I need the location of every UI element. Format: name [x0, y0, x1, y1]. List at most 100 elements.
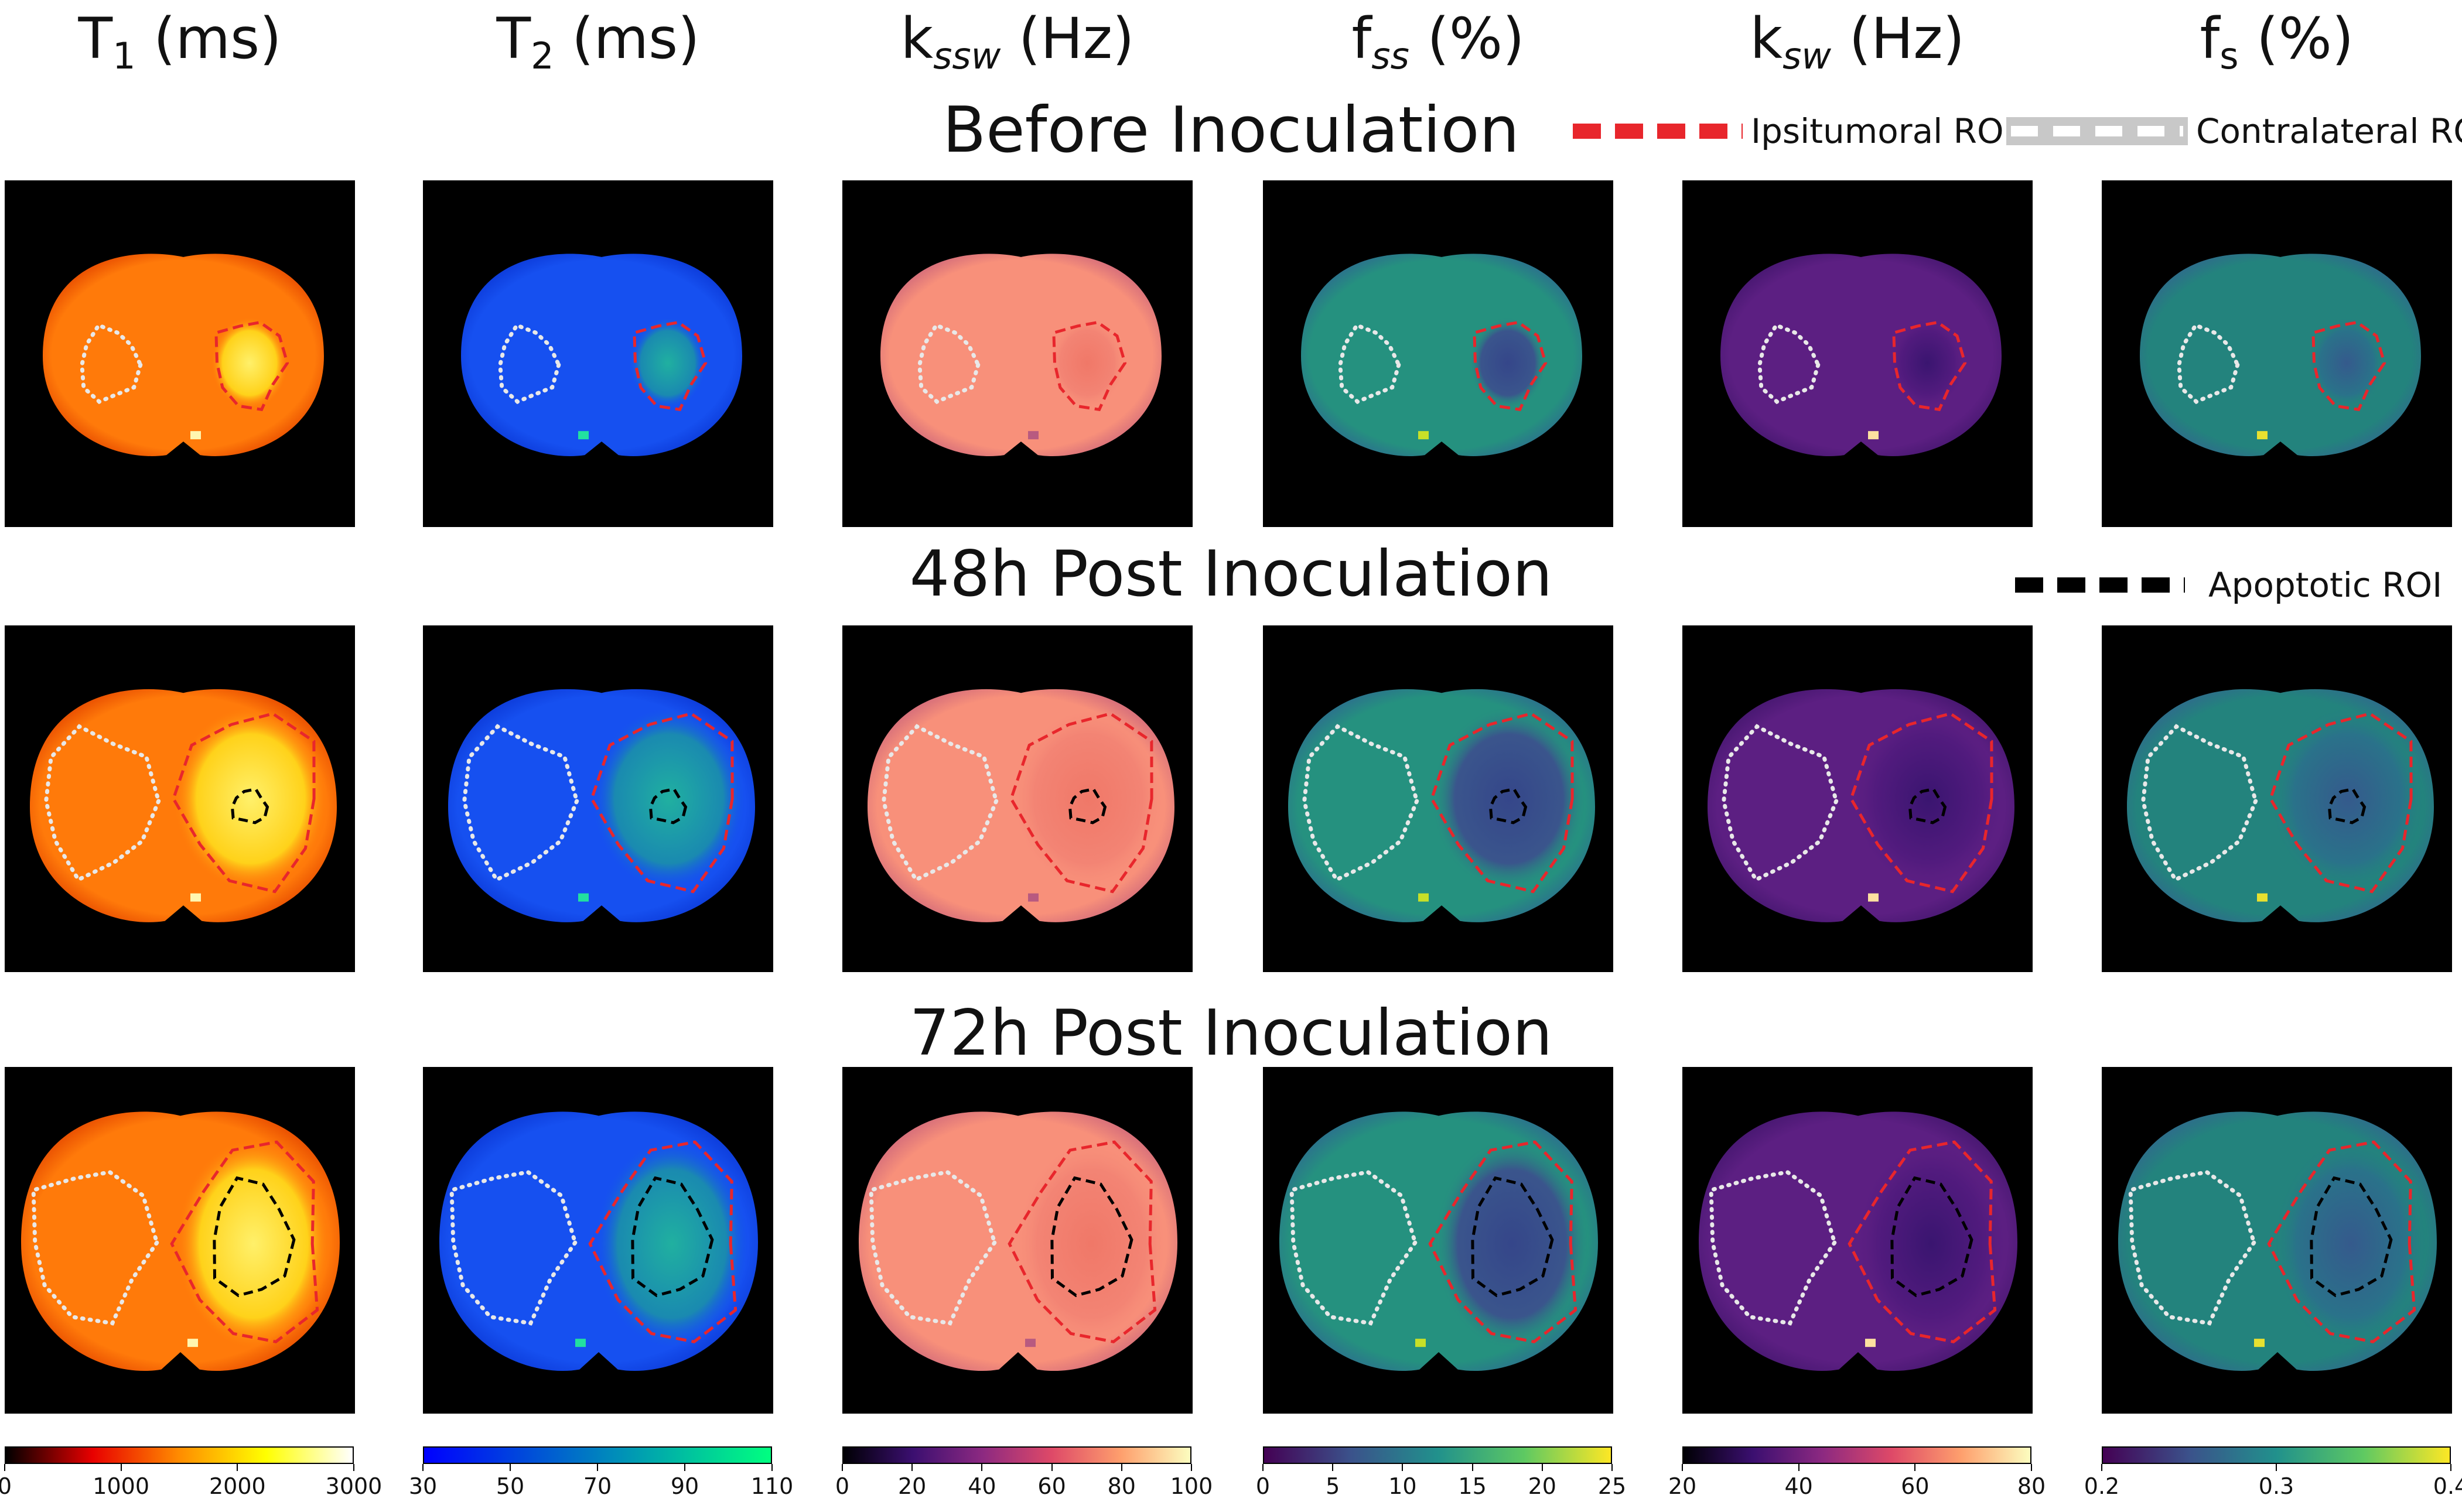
ipsitumoral-roi [2267, 1140, 2416, 1343]
ipsitumoral-roi [588, 1140, 737, 1343]
brain-map-image [448, 689, 755, 922]
colorbar-tick-label: 100 [1170, 1473, 1213, 1499]
colorbar-tick-mark [597, 1464, 598, 1471]
brain-map-panel [1682, 1067, 2033, 1414]
brain-map-panel [1263, 1067, 1613, 1414]
colorbar-tick-mark [842, 1464, 843, 1471]
colorbar-tick-mark [1682, 1464, 1683, 1471]
contralateral-roi [1289, 1169, 1418, 1326]
contralateral-roi [1302, 724, 1419, 882]
ipsitumoral-roi [1052, 320, 1127, 412]
row-title-before: Before Inoculation [943, 94, 1519, 167]
contralateral-roi [1757, 323, 1821, 405]
legend-contralateral: Contralateral ROI [2006, 111, 2462, 151]
hotspot-pixel [1028, 893, 1039, 902]
column-title-unit: (Hz) [1831, 6, 1965, 71]
contralateral-roi [31, 1169, 159, 1326]
column-title-subscript: s [2219, 35, 2239, 77]
brain-map-image [439, 1111, 758, 1371]
brain-map-panel [1682, 180, 2033, 527]
contralateral-roi [498, 323, 561, 405]
tumor-region [1889, 317, 1966, 409]
contralateral-roi [462, 724, 579, 882]
apoptotic-roi [1908, 787, 1947, 825]
colorbar-tick-mark [1262, 1464, 1264, 1471]
colorbar-tick-mark [2101, 1464, 2102, 1471]
column-title-subscript: ss [1371, 35, 1409, 77]
column-title-main: T [78, 6, 113, 71]
contralateral-roi [44, 724, 161, 882]
colorbar-ticks: 30 50 70 90 110 [409, 1464, 793, 1499]
brain-map-image [461, 254, 742, 456]
colorbar-ticks: 0 5 10 15 20 25 [1256, 1464, 1626, 1499]
colorbar-6 [2102, 1446, 2451, 1464]
apoptotic-roi [648, 787, 688, 825]
tumor-region [176, 1138, 331, 1350]
colorbar-tick-mark [4, 1464, 5, 1471]
colorbar-tick-label: 0 [0, 1473, 12, 1499]
ipsitumoral-roi [1009, 711, 1153, 894]
apoptotic-roi [230, 787, 269, 825]
ipsitumoral-roi [1892, 320, 1967, 412]
tumor-region [595, 1138, 749, 1350]
tumor-region [1432, 706, 1586, 891]
colorbar-tick-mark [1332, 1464, 1334, 1471]
colorbar-tick-label: 40 [1784, 1473, 1813, 1499]
contralateral-roi [1338, 323, 1401, 405]
contralateral-roi [449, 1169, 578, 1326]
brain-map-image [21, 1111, 340, 1371]
colorbar-tick-label: 60 [1037, 1473, 1066, 1499]
colorbar-tick-label: 0.2 [2084, 1473, 2120, 1499]
brain-map-panel [1682, 625, 2033, 972]
colorbar-tick-label: 110 [750, 1473, 794, 1499]
hotspot-pixel [578, 893, 589, 902]
brain-map-image [1288, 689, 1595, 922]
colorbar-4 [1263, 1446, 1612, 1464]
contralateral-roi [2177, 323, 2240, 405]
column-title-6: fs (%) [2200, 6, 2354, 77]
apoptotic-roi [1488, 787, 1528, 825]
tumor-region [2270, 706, 2425, 891]
contralateral-roi [80, 323, 143, 405]
colorbar-tick-mark [1402, 1464, 1404, 1471]
brain-map-image [2118, 1111, 2437, 1371]
column-title-1: T1 (ms) [78, 6, 282, 77]
brain-map-panel [2102, 625, 2452, 972]
column-title-subscript: ssw [933, 35, 1001, 77]
hotspot-pixel [1415, 1339, 1426, 1347]
tumor-region [629, 317, 706, 409]
colorbar-tick-label: 10 [1388, 1473, 1417, 1499]
tumor-region [1854, 1138, 2009, 1350]
brain-map-image [30, 689, 337, 922]
brain-map-panel [5, 180, 355, 527]
legend-contralateral-label: Contralateral ROI [2196, 111, 2462, 151]
legend-apoptotic: Apoptotic ROI [2015, 565, 2442, 605]
ipsitumoral-roi [1008, 1140, 1157, 1343]
column-title-unit: (%) [2238, 6, 2354, 71]
colorbar-3 [842, 1446, 1191, 1464]
colorbar-tick-mark [120, 1464, 122, 1471]
colorbar-tick-mark [1191, 1464, 1192, 1471]
colorbar-tick-mark [2031, 1464, 2032, 1471]
hotspot-pixel [1865, 1339, 1876, 1347]
colorbar-tick-label: 25 [1597, 1473, 1627, 1499]
ipsitumoral-line-icon [1573, 124, 1743, 139]
hotspot-pixel [578, 431, 589, 440]
column-title-subscript: sw [1783, 35, 1832, 77]
tumor-region [2308, 317, 2385, 409]
colorbar-tick-mark [422, 1464, 424, 1471]
ipsitumoral-roi [172, 711, 316, 894]
brain-map-panel [5, 1067, 355, 1414]
brain-map-image [859, 1111, 1177, 1371]
colorbar-tick-label: 40 [968, 1473, 996, 1499]
brain-map-panel [423, 180, 773, 527]
colorbar-tick-label: 20 [1668, 1473, 1697, 1499]
ipsitumoral-roi [1848, 1140, 1997, 1343]
tumor-region [1014, 1138, 1169, 1350]
column-title-main: f [2200, 6, 2220, 71]
colorbar-ticks: 20 40 60 80 [1668, 1464, 2046, 1499]
row-title-72h: 72h Post Inoculation [909, 997, 1553, 1070]
column-title-main: T [496, 6, 531, 71]
column-title-unit: (Hz) [1000, 6, 1135, 71]
colorbar-tick-mark [684, 1464, 685, 1471]
